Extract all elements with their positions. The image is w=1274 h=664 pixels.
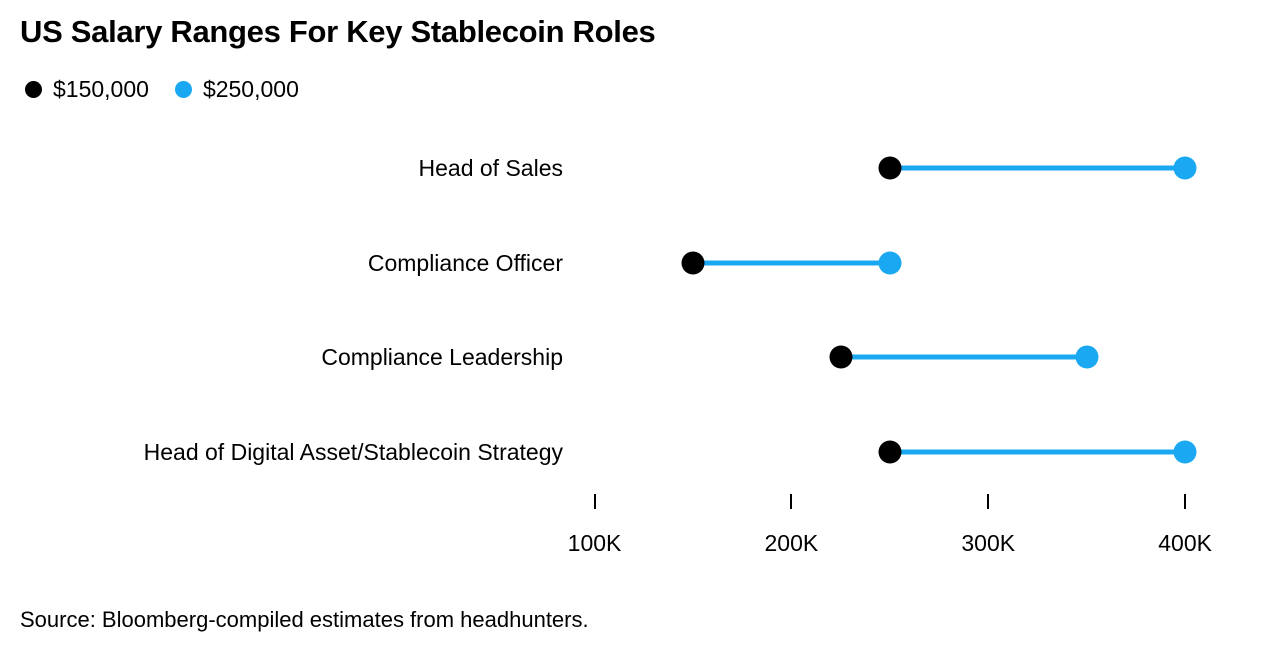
category-label: Head of Digital Asset/Stablecoin Strateg… [143, 439, 563, 466]
category-label: Compliance Officer [367, 249, 563, 276]
x-axis-tick-mark [790, 494, 793, 509]
category-label: Head of Sales [418, 155, 563, 181]
x-axis-tick-label: 200K [764, 530, 819, 556]
range-line [889, 449, 1186, 455]
category-label: Compliance Leadership [321, 344, 563, 371]
min-salary-dot [681, 251, 705, 275]
x-axis-tick-label: 100K [567, 530, 622, 556]
x-axis-tick-mark [593, 494, 596, 509]
x-axis-tick-mark [987, 494, 990, 509]
x-axis-tick-label: 400K [1158, 530, 1212, 556]
max-dot-icon [174, 81, 192, 98]
x-axis-tick-mark [1184, 494, 1187, 509]
legend: $150,000 $250,000 [25, 76, 299, 103]
x-axis-tick-label: 300K [961, 530, 1016, 556]
max-salary-dot [878, 251, 902, 275]
source-note: Source: Bloomberg-compiled estimates fro… [20, 607, 589, 632]
max-salary-dot [1075, 345, 1099, 369]
legend-label: $150,000 [53, 76, 149, 102]
legend-label: $250,000 [202, 76, 299, 102]
min-salary-dot [878, 440, 902, 464]
max-salary-dot [1173, 440, 1197, 464]
min-dot-icon [25, 81, 42, 98]
chart-title: US Salary Ranges For Key Stablecoin Role… [20, 14, 656, 49]
range-line [840, 354, 1087, 360]
min-salary-dot [878, 156, 902, 180]
range-line [889, 165, 1186, 171]
max-salary-dot [1173, 156, 1197, 180]
legend-item: $250,000 [174, 76, 299, 103]
min-salary-dot [829, 345, 853, 369]
range-line [692, 260, 890, 266]
legend-item: $150,000 [25, 76, 149, 103]
